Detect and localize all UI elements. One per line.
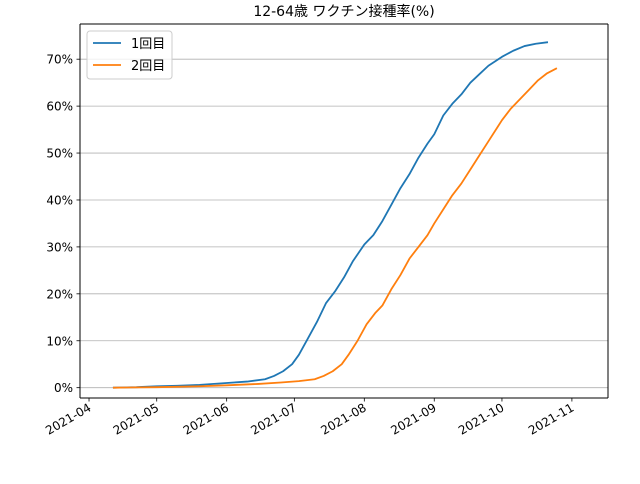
y-tick-label: 10% [46,334,73,348]
y-tick-label: 0% [54,381,73,395]
y-tick-label: 40% [46,193,73,207]
y-tick-label: 70% [46,53,73,67]
y-tick-label: 20% [46,287,73,301]
y-tick-label: 30% [46,240,73,254]
y-axis: 0% 10% 20% 30% 40% 50% 60% 70% [46,53,80,395]
y-tick-label: 50% [46,147,73,161]
y-tick-label: 60% [46,100,73,114]
plot-area [80,24,608,398]
legend-label-1: 1回目 [131,37,165,52]
series-line-2 [112,67,558,389]
series-line-1 [112,41,549,389]
legend: 1回目 2回目 [86,30,173,80]
plot-frame [79,23,609,399]
series-lines [112,41,558,389]
chart-title: 12-64歳 ワクチン接種率(%) [253,3,434,20]
legend-label-2: 2回目 [131,59,165,74]
